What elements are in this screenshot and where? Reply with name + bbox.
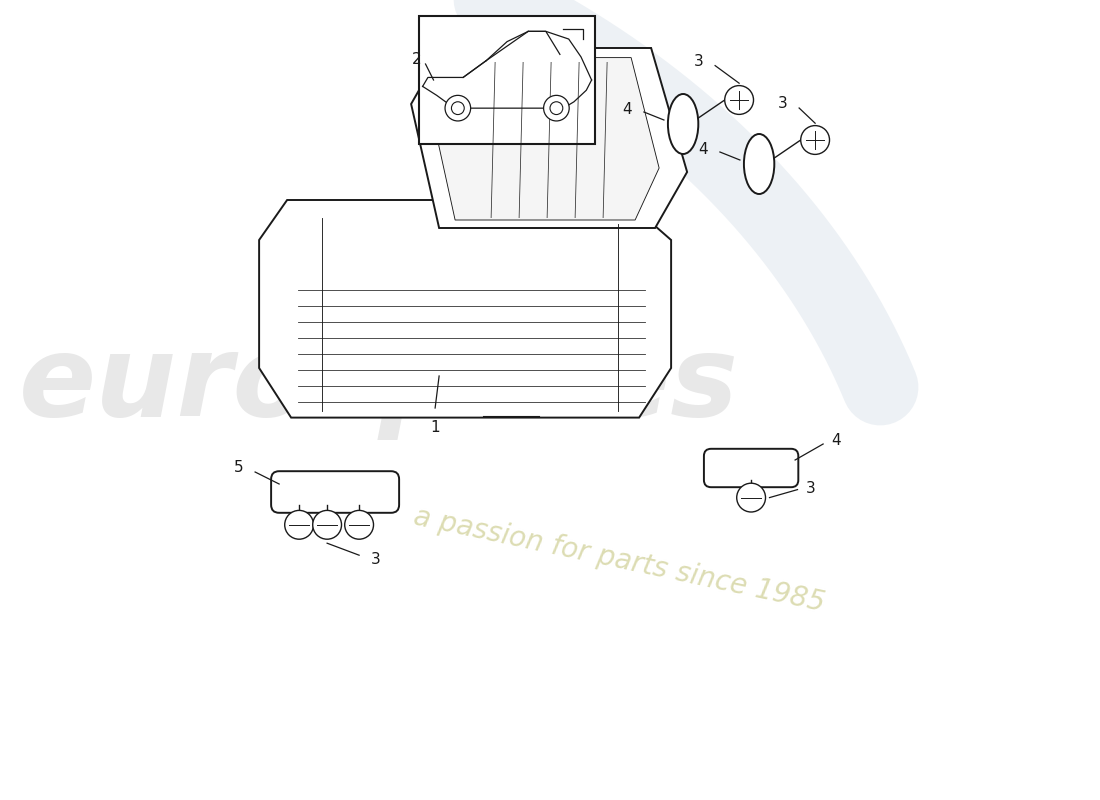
Circle shape <box>550 102 563 114</box>
Text: 3: 3 <box>693 54 703 69</box>
Circle shape <box>451 102 464 114</box>
Text: 4: 4 <box>623 102 631 117</box>
Circle shape <box>312 510 341 539</box>
Text: 4: 4 <box>698 142 708 157</box>
Text: 3: 3 <box>805 481 815 495</box>
Text: 4: 4 <box>832 433 840 447</box>
Polygon shape <box>431 58 659 220</box>
Text: 1: 1 <box>430 420 440 435</box>
Circle shape <box>344 510 374 539</box>
Polygon shape <box>411 48 688 228</box>
Circle shape <box>285 510 314 539</box>
Text: 3: 3 <box>778 97 788 111</box>
Circle shape <box>801 126 829 154</box>
Text: 3: 3 <box>371 552 381 566</box>
Polygon shape <box>260 200 671 418</box>
Ellipse shape <box>744 134 774 194</box>
Text: 2: 2 <box>411 53 421 67</box>
Text: 5: 5 <box>233 461 243 475</box>
Circle shape <box>543 95 569 121</box>
Circle shape <box>446 95 471 121</box>
Bar <box>419 16 595 144</box>
FancyBboxPatch shape <box>271 471 399 513</box>
Circle shape <box>737 483 766 512</box>
FancyBboxPatch shape <box>704 449 799 487</box>
Circle shape <box>725 86 754 114</box>
Ellipse shape <box>668 94 698 154</box>
Text: eurospares: eurospares <box>19 329 739 439</box>
Text: a passion for parts since 1985: a passion for parts since 1985 <box>411 502 827 618</box>
